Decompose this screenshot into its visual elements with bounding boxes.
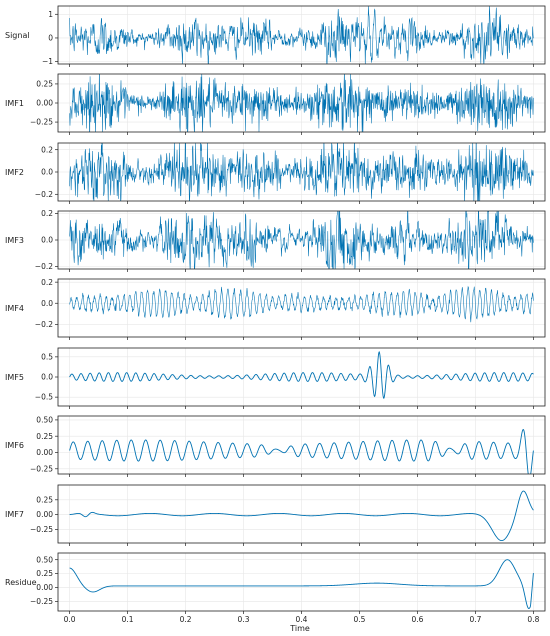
panel-label: IMF5: [5, 373, 24, 382]
x-tick-label: 0.2: [180, 615, 192, 624]
series-line-imf6: [69, 428, 534, 474]
panel-imf3: −0.2 0.0 0.2 IMF3: [5, 209, 546, 272]
y-tick-label: 0.25: [36, 432, 53, 441]
panel-label: IMF4: [5, 304, 24, 313]
x-tick-label: 0.5: [354, 615, 366, 624]
y-tick-label: 0: [48, 34, 53, 43]
y-tick-label: −0.2: [35, 190, 53, 199]
x-tick-label: 0.7: [469, 615, 481, 624]
series-line-residue: [69, 559, 534, 609]
y-tick-label: −0.25: [30, 525, 53, 534]
y-tick-label: 0.00: [36, 448, 53, 457]
x-tick-label: 0.1: [122, 615, 134, 624]
series-line-imf1: [69, 74, 534, 132]
y-tick-label: 0.50: [36, 416, 53, 425]
y-tick-label: 0.25: [36, 495, 53, 504]
y-tick-label: −1: [42, 57, 53, 66]
y-tick-label: 0.2: [41, 209, 53, 218]
y-tick-label: 1: [48, 10, 53, 19]
panel-label: Residue: [5, 578, 37, 587]
panel-imf6: −0.25 0.00 0.25 0.50 IMF6: [5, 416, 546, 477]
y-tick-label: −0.25: [30, 464, 53, 473]
y-tick-label: 0.0: [41, 236, 53, 245]
panel-label: Signal: [5, 31, 30, 40]
series-line-imf3: [69, 211, 534, 269]
panel-label: IMF2: [5, 168, 24, 177]
panel-residue: −0.25 0.00 0.25 0.50 0.0 0.1 0.2 0.3 0.4 0.5 0.6 0.…: [5, 552, 546, 624]
x-tick-label: 0.0: [64, 615, 76, 624]
y-tick-label: 0.2: [41, 278, 53, 287]
panel-imf4: −0.2 0.0 0.2 IMF4: [5, 278, 546, 340]
y-tick-label: 0.00: [36, 99, 53, 108]
series-line-imf2: [69, 143, 534, 201]
panel-imf5: −0.5 0.0 0.5 IMF5: [5, 347, 546, 409]
x-axis-label: Time: [289, 624, 310, 633]
series-line-imf7: [69, 490, 534, 542]
y-tick-label: 0.2: [41, 145, 53, 154]
y-tick-label: 0.0: [41, 373, 53, 382]
y-tick-label: −0.25: [30, 597, 53, 606]
y-tick-label: −0.5: [35, 393, 53, 402]
panel-label: IMF6: [5, 441, 24, 450]
y-tick-label: 0.5: [41, 352, 53, 361]
panels-group: −1 0 1 Signal −0.25 0.00 0.25 IMF1 −0.2 0.0 0.2 IMF…: [5, 5, 546, 624]
y-tick-label: 0.25: [36, 569, 53, 578]
y-tick-label: 0.25: [36, 80, 53, 89]
y-tick-label: 0.50: [36, 555, 53, 564]
y-tick-label: 0.0: [41, 299, 53, 308]
x-tick-label: 0.6: [411, 615, 423, 624]
y-tick-label: −0.25: [30, 118, 53, 127]
panel-signal: −1 0 1 Signal: [5, 5, 546, 67]
series-line-imf4: [69, 285, 534, 323]
x-tick-label: 0.3: [238, 615, 250, 624]
series-line-signal: [69, 6, 534, 64]
x-tick-label: 0.4: [296, 615, 308, 624]
panel-imf7: −0.25 0.00 0.25 IMF7: [5, 484, 546, 546]
y-tick-label: 0.0: [41, 168, 53, 177]
y-tick-label: 0.00: [36, 510, 53, 519]
x-tick-label: 0.8: [527, 615, 539, 624]
y-tick-label: 0.00: [36, 583, 53, 592]
y-tick-label: −0.2: [35, 320, 53, 329]
panel-label: IMF3: [5, 236, 24, 245]
series-line-imf5: [69, 350, 534, 400]
panel-imf1: −0.25 0.00 0.25 IMF1: [5, 73, 546, 135]
y-tick-label: −0.2: [35, 262, 53, 271]
panel-label: IMF7: [5, 510, 24, 519]
panel-imf2: −0.2 0.0 0.2 IMF2: [5, 142, 546, 204]
panel-label: IMF1: [5, 99, 24, 108]
